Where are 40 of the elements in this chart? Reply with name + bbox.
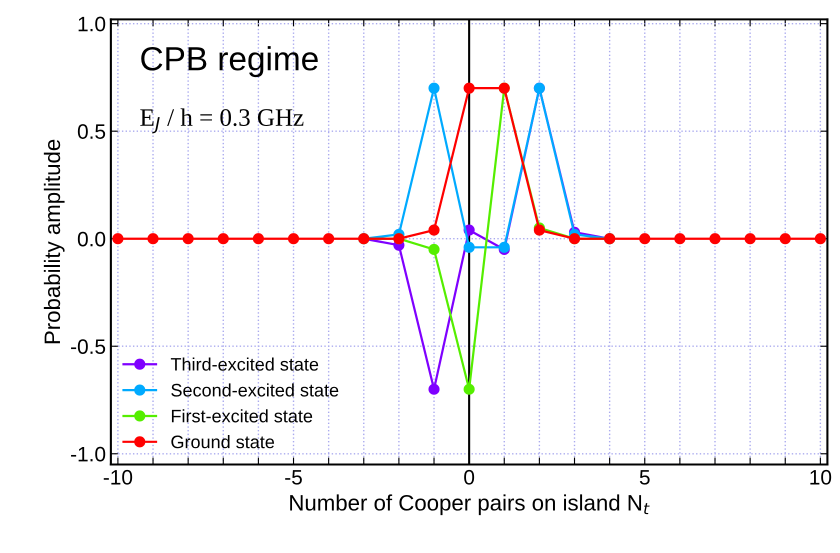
annotation: CPB regime bbox=[141, 46, 318, 78]
point bbox=[814, 233, 826, 244]
point bbox=[428, 384, 440, 395]
y-tick-label: 1.0 bbox=[78, 16, 106, 32]
point bbox=[639, 233, 650, 244]
x-tick-label: 10 bbox=[810, 470, 832, 485]
annotation: E$_{J}$ / h = 0.3 GHz bbox=[140, 108, 304, 134]
point bbox=[252, 233, 264, 244]
point bbox=[147, 233, 159, 244]
point bbox=[288, 233, 300, 244]
legend-label: Third-excited state bbox=[170, 357, 318, 371]
point bbox=[112, 233, 124, 244]
x-tick-label: 5 bbox=[640, 470, 650, 485]
legend-label: Second-excited state bbox=[171, 383, 338, 397]
point bbox=[182, 233, 194, 244]
point bbox=[464, 384, 475, 395]
legend-label: First-excited state bbox=[172, 409, 312, 422]
point bbox=[464, 82, 475, 94]
x-tick-label: -5 bbox=[285, 470, 302, 485]
point bbox=[323, 233, 334, 244]
point bbox=[464, 242, 475, 253]
point bbox=[709, 233, 721, 244]
point bbox=[534, 224, 545, 236]
y-tick-label: 0.5 bbox=[78, 124, 106, 139]
point bbox=[744, 233, 756, 244]
point bbox=[428, 244, 440, 256]
y-axis-title: Probability amplitude bbox=[44, 140, 65, 344]
x-tick-label: -10 bbox=[104, 470, 132, 485]
legend-label: Ground state bbox=[171, 435, 274, 448]
point bbox=[780, 233, 791, 244]
y-tick-label: -1.0 bbox=[71, 446, 106, 462]
point bbox=[218, 233, 229, 244]
x-axis-title: Number of Cooper pairs on island N$_{t}$ bbox=[290, 494, 650, 516]
y-tick-label: -0.5 bbox=[71, 339, 106, 354]
point bbox=[498, 242, 510, 253]
point bbox=[674, 233, 686, 244]
y-tick-label: 0.0 bbox=[78, 232, 106, 246]
x-tick-label: 0 bbox=[464, 470, 474, 485]
point bbox=[428, 82, 440, 94]
point bbox=[428, 224, 440, 236]
